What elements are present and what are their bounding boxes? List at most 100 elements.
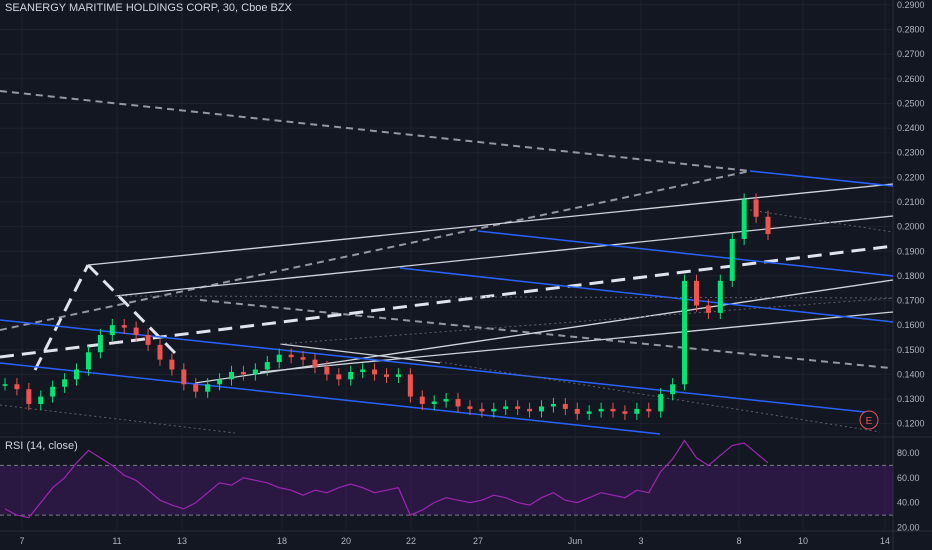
channel-line[interactable] <box>279 343 441 364</box>
candle-body <box>443 399 449 402</box>
dashed-trendline[interactable] <box>0 170 751 331</box>
candle-body <box>312 359 318 368</box>
candle-body <box>74 369 80 380</box>
candle-body <box>670 384 676 395</box>
candle-body <box>455 399 461 407</box>
price-tick-label: 0.2700 <box>897 49 925 59</box>
candle-body <box>205 384 211 392</box>
candle-body <box>705 305 711 313</box>
candle-body <box>431 401 437 404</box>
candle-body <box>538 406 544 412</box>
candle-body <box>479 408 485 412</box>
channel-line[interactable] <box>259 311 894 373</box>
dashed-trendline[interactable] <box>0 90 751 172</box>
time-tick-label: 20 <box>341 536 351 546</box>
candle-body <box>467 406 473 409</box>
blue-channel-line[interactable] <box>477 230 894 277</box>
price-tick-label: 0.1900 <box>897 246 925 256</box>
candle-body <box>658 394 664 412</box>
dotted-line[interactable] <box>439 361 881 433</box>
candle-body <box>38 396 44 404</box>
time-axis[interactable]: 7 11 13 18 20 22 27 Jun 3 8 10 14 <box>19 536 890 546</box>
rsi-tick-label: 40.00 <box>897 498 920 508</box>
candlestick-series <box>2 193 771 420</box>
candle-body <box>503 406 509 409</box>
candle-body <box>181 369 187 385</box>
candle-body <box>515 406 521 409</box>
rsi-line <box>4 439 769 519</box>
candle-body <box>288 354 294 358</box>
time-tick-label: 27 <box>473 536 483 546</box>
rsi-tick-label: 80.00 <box>897 448 920 458</box>
candle-body <box>384 374 389 377</box>
candle-body <box>682 280 688 385</box>
candle-body <box>14 384 20 390</box>
price-tick-label: 0.2300 <box>897 148 925 158</box>
time-tick-label: 10 <box>798 536 808 546</box>
blue-channel-line[interactable] <box>0 319 866 413</box>
candle-body <box>586 411 592 414</box>
channel-line[interactable] <box>114 215 894 297</box>
candle-body <box>550 403 556 407</box>
candle-body <box>229 371 235 380</box>
rsi-band <box>0 465 893 516</box>
earnings-badge[interactable]: E <box>859 410 879 430</box>
drawing-tools-layer[interactable] <box>0 90 894 435</box>
rsi-tick-label: 60.00 <box>897 473 920 483</box>
price-tick-label: 0.2600 <box>897 74 925 84</box>
candle-body <box>85 352 91 370</box>
candle-body <box>610 408 616 412</box>
price-tick-label: 0.1800 <box>897 271 925 281</box>
time-tick-label: 13 <box>177 536 187 546</box>
price-tick-label: 0.2000 <box>897 222 925 232</box>
candle-body <box>753 199 759 217</box>
candle-body <box>240 371 246 375</box>
dashed-trendline[interactable] <box>199 299 891 369</box>
rsi-pane <box>0 439 893 519</box>
blue-channel-line[interactable] <box>0 362 661 435</box>
symbol-title[interactable]: SEANERGY MARITIME HOLDINGS CORP, 30, Cbo… <box>5 2 292 14</box>
candle-body <box>765 216 771 235</box>
candle-body <box>324 367 330 375</box>
price-tick-label: 0.1200 <box>897 419 925 429</box>
candle-body <box>264 362 270 370</box>
dashed-midline[interactable] <box>0 244 894 359</box>
wave-line[interactable] <box>33 264 90 371</box>
candle-body <box>419 396 425 404</box>
channel-line[interactable] <box>87 183 894 266</box>
candle-body <box>252 369 258 375</box>
candle-body <box>300 357 306 360</box>
candle-body <box>193 384 199 392</box>
candle-body <box>574 408 580 414</box>
candle-body <box>491 408 497 412</box>
blue-channel-line[interactable] <box>749 170 894 187</box>
blue-channel-line[interactable] <box>399 267 894 323</box>
candle-body <box>407 374 413 397</box>
candle-body <box>26 389 32 404</box>
candle-body <box>121 325 127 328</box>
candle-body <box>527 408 533 412</box>
time-tick-label: 8 <box>736 536 741 546</box>
channel-line[interactable] <box>194 279 894 384</box>
time-tick-label: 18 <box>277 536 287 546</box>
price-tick-label: 0.1600 <box>897 320 925 330</box>
candle-body <box>717 280 723 313</box>
price-tick-label: 0.2800 <box>897 25 925 35</box>
price-tick-label: 0.2100 <box>897 197 925 207</box>
candle-body <box>395 374 401 377</box>
candle-body <box>360 369 366 372</box>
candle-body <box>336 374 342 380</box>
candle-body <box>598 408 604 412</box>
candle-body <box>97 335 103 353</box>
price-axis[interactable]: 0.2900 0.2800 0.2700 0.2600 0.2500 0.2400 0.23… <box>897 0 925 533</box>
candle-body <box>622 411 628 414</box>
dotted-line[interactable] <box>749 209 894 233</box>
rsi-indicator-label[interactable]: RSI (14, close) <box>5 440 78 452</box>
candle-body <box>729 238 735 281</box>
price-tick-label: 0.1700 <box>897 296 925 306</box>
candle-body <box>276 354 282 363</box>
candle-body <box>741 199 747 239</box>
candle-body <box>50 386 56 397</box>
price-tick-label: 0.1400 <box>897 369 925 379</box>
